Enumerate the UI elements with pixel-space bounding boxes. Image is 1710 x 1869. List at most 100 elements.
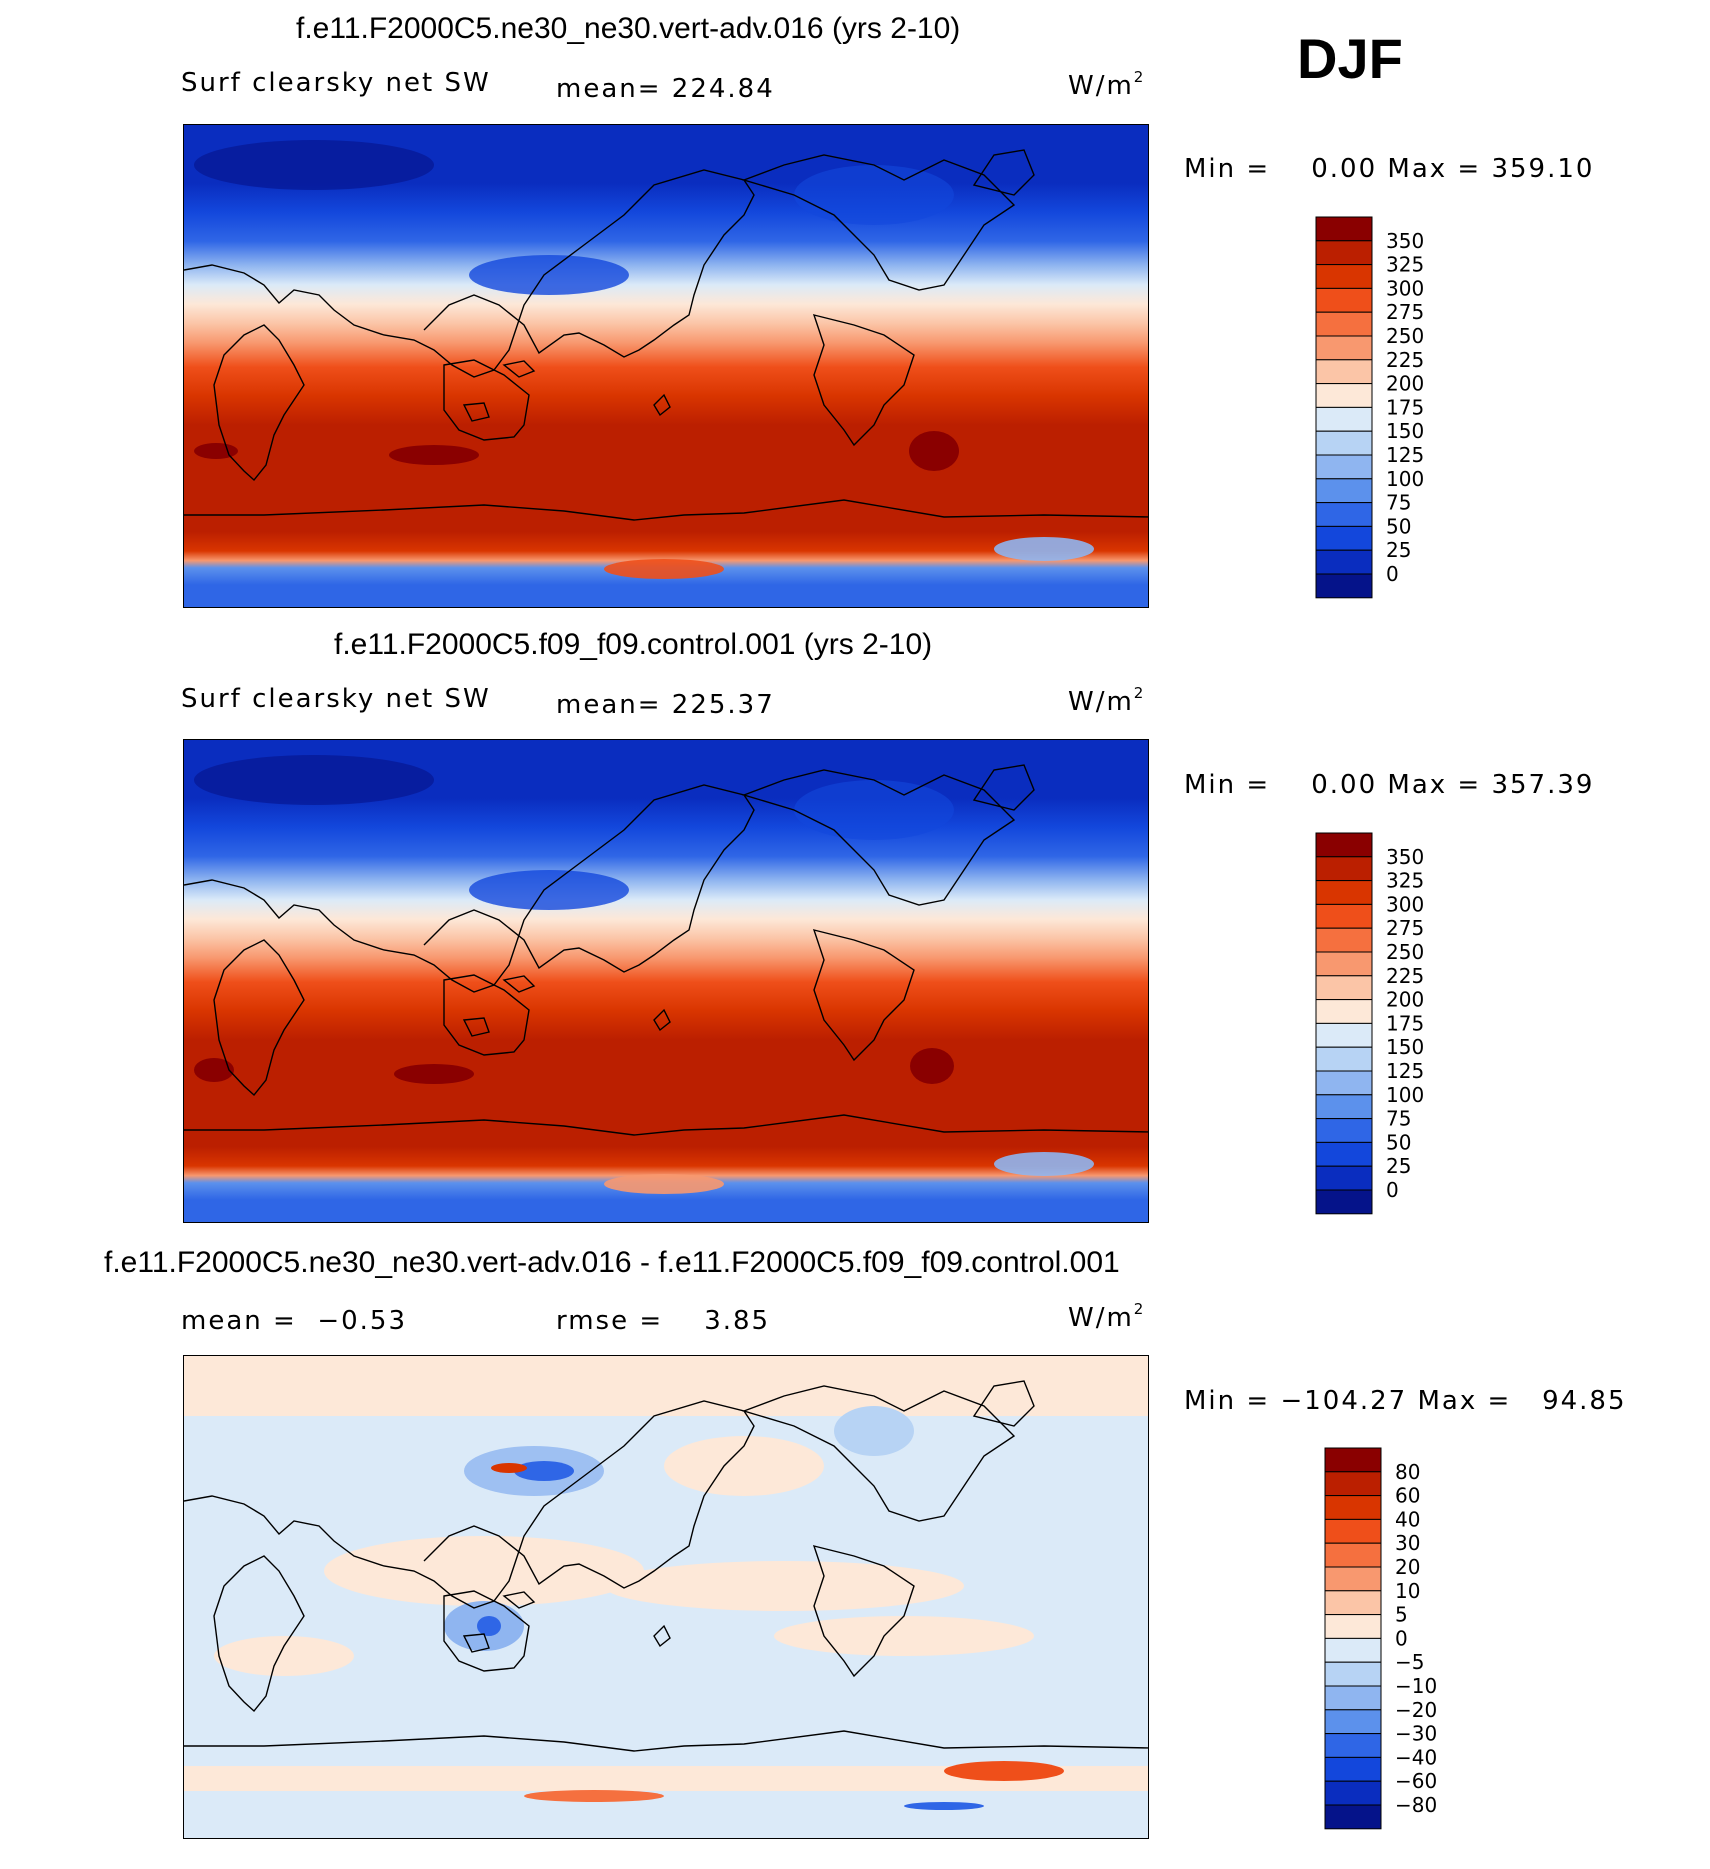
colorbar-swatch — [1315, 951, 1373, 977]
colorbar-swatch — [1315, 1189, 1373, 1215]
panel-2-colorbar: 350 325 300 275 250 225 200 175 150 125 100 75 50 25 0 — [1315, 832, 1476, 1217]
season-label: DJF — [1297, 27, 1403, 90]
panel-2-title: f.e11.F2000C5.f09_f09.control.001 (yrs 2… — [334, 628, 933, 661]
colorbar-swatch — [1315, 1094, 1373, 1120]
panel-1-mean: mean= 224.84 — [556, 74, 775, 104]
colorbar-swatch — [1315, 216, 1373, 242]
panel-1-colorbar: 350 325 300 275 250 225 200 175 150 125 100 75 50 25 0 — [1315, 216, 1476, 601]
colorbar-tick-label: 60 — [1395, 1484, 1420, 1508]
colorbar-swatch — [1324, 1804, 1382, 1830]
panel-2-variable: Surf clearsky net SW — [181, 684, 491, 714]
colorbar-swatch — [1315, 287, 1373, 313]
colorbar-tick-label: −80 — [1395, 1793, 1437, 1817]
colorbar-tick-label: 275 — [1386, 300, 1424, 324]
colorbar-swatch — [1324, 1447, 1382, 1473]
colorbar-tick-label: 325 — [1386, 869, 1424, 893]
colorbar-tick-label: 5 — [1395, 1603, 1408, 1627]
panel-1-map — [183, 124, 1149, 608]
colorbar-swatch — [1315, 264, 1373, 289]
panel-3-units: W/m2 — [1068, 1300, 1146, 1333]
colorbar-tick-label: 325 — [1386, 253, 1424, 277]
colorbar-swatch — [1315, 359, 1373, 385]
colorbar-tick-label: 25 — [1386, 1154, 1411, 1178]
colorbar-tick-label: 150 — [1386, 1035, 1424, 1059]
colorbar-swatch — [1324, 1709, 1382, 1735]
colorbar-tick-label: 175 — [1386, 1011, 1424, 1035]
colorbar-tick-label: −60 — [1395, 1769, 1437, 1793]
panel-2-map — [183, 739, 1149, 1223]
colorbar-swatch — [1315, 406, 1373, 432]
colorbar-swatch — [1315, 1022, 1373, 1048]
colorbar-swatch — [1315, 999, 1373, 1024]
colorbar-swatch — [1315, 335, 1373, 361]
colorbar-swatch — [1315, 880, 1373, 905]
colorbar-swatch — [1315, 832, 1373, 858]
colorbar-swatch — [1315, 502, 1373, 527]
colorbar-tick-label: 125 — [1386, 1059, 1424, 1083]
panel-1-variable: Surf clearsky net SW — [181, 68, 491, 98]
colorbar-tick-label: 75 — [1386, 1107, 1411, 1131]
colorbar-swatch — [1315, 1141, 1373, 1167]
colorbar-swatch — [1315, 1046, 1373, 1072]
colorbar-swatch — [1324, 1780, 1382, 1806]
colorbar-tick-label: 10 — [1395, 1579, 1420, 1603]
colorbar-tick-label: 200 — [1386, 372, 1424, 396]
colorbar-swatch — [1315, 525, 1373, 551]
colorbar-tick-label: 225 — [1386, 964, 1424, 988]
colorbar-tick-label: 175 — [1386, 395, 1424, 419]
colorbar-swatch — [1324, 1661, 1382, 1687]
colorbar-tick-label: 125 — [1386, 443, 1424, 467]
colorbar-swatch — [1315, 311, 1373, 337]
colorbar-swatch — [1315, 430, 1373, 456]
panel-1-units: W/m2 — [1068, 68, 1146, 101]
colorbar-swatch — [1315, 1165, 1373, 1191]
colorbar-tick-label: 40 — [1395, 1507, 1420, 1531]
colorbar-swatch — [1315, 383, 1373, 408]
colorbar-swatch — [1324, 1471, 1382, 1497]
colorbar-tick-label: 30 — [1395, 1531, 1420, 1555]
colorbar-swatch — [1315, 1070, 1373, 1096]
colorbar-swatch — [1315, 240, 1373, 266]
colorbar-swatch — [1315, 856, 1373, 882]
colorbar-tick-label: −5 — [1395, 1650, 1424, 1674]
panel-3-rmse: rmse = 3.85 — [556, 1306, 771, 1336]
colorbar-swatch — [1315, 927, 1373, 953]
colorbar-swatch — [1324, 1685, 1382, 1711]
colorbar-swatch — [1324, 1733, 1382, 1758]
colorbar-tick-label: 0 — [1395, 1626, 1408, 1650]
colorbar-tick-label: 300 — [1386, 892, 1424, 916]
colorbar-tick-label: 75 — [1386, 491, 1411, 515]
colorbar-tick-label: 350 — [1386, 229, 1424, 253]
colorbar-swatch — [1315, 549, 1373, 575]
colorbar-swatch — [1324, 1566, 1382, 1592]
colorbar-tick-label: 50 — [1386, 514, 1411, 538]
colorbar-tick-label: 80 — [1395, 1460, 1420, 1484]
colorbar-tick-label: 25 — [1386, 538, 1411, 562]
colorbar-tick-label: 250 — [1386, 940, 1424, 964]
colorbar-swatch — [1315, 1118, 1373, 1143]
panel-1-title: f.e11.F2000C5.ne30_ne30.vert-adv.016 (yr… — [296, 12, 961, 45]
panel-2-mean: mean= 225.37 — [556, 690, 775, 720]
colorbar-tick-label: 0 — [1386, 1178, 1399, 1202]
panel-3-mean: mean = −0.53 — [181, 1306, 407, 1336]
panel-2-minmax: Min = 0.00 Max = 357.39 — [1184, 770, 1595, 800]
colorbar-tick-label: 300 — [1386, 276, 1424, 300]
colorbar-tick-label: −10 — [1395, 1674, 1437, 1698]
colorbar-tick-label: 350 — [1386, 845, 1424, 869]
colorbar-swatch — [1315, 478, 1373, 504]
colorbar-tick-label: −20 — [1395, 1698, 1437, 1722]
colorbar-tick-label: 250 — [1386, 324, 1424, 348]
colorbar-tick-label: 100 — [1386, 1083, 1424, 1107]
colorbar-swatch — [1324, 1518, 1382, 1544]
colorbar-tick-label: −30 — [1395, 1722, 1437, 1746]
panel-3-title: f.e11.F2000C5.ne30_ne30.vert-adv.016 - f… — [104, 1246, 1120, 1279]
colorbar-swatch — [1315, 975, 1373, 1001]
colorbar-tick-label: −40 — [1395, 1745, 1437, 1769]
colorbar-swatch — [1324, 1637, 1382, 1663]
colorbar-swatch — [1315, 903, 1373, 929]
colorbar-swatch — [1315, 454, 1373, 480]
colorbar-swatch — [1315, 573, 1373, 599]
colorbar-tick-label: 150 — [1386, 419, 1424, 443]
colorbar-tick-label: 0 — [1386, 562, 1399, 586]
panel-3-colorbar: 80 60 40 30 20 10 5 0 −5 −10 −20 −30 −40 −60 −80 — [1324, 1447, 1485, 1832]
